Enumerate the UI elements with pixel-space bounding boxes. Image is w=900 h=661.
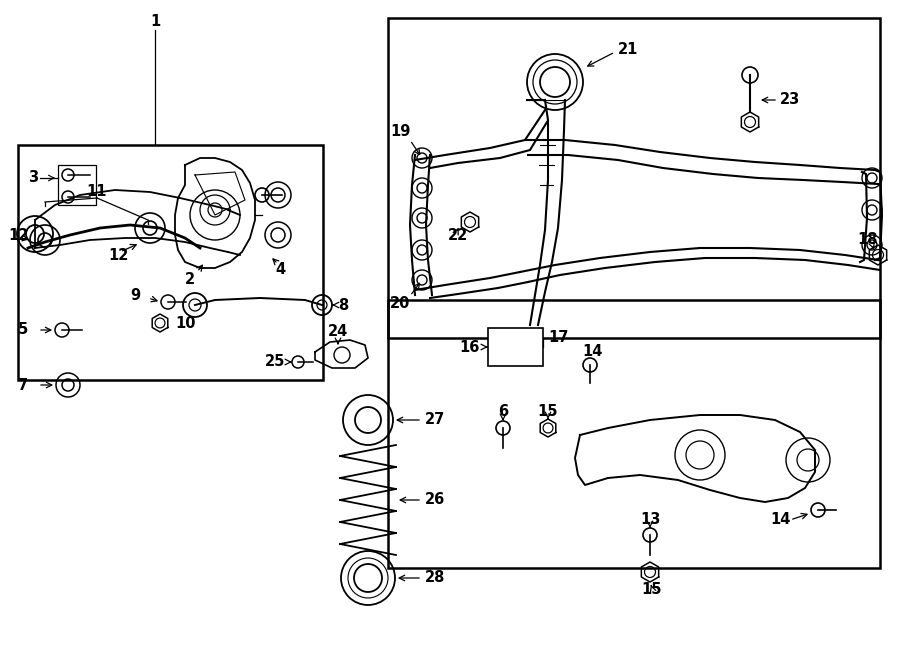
Text: 1: 1 (150, 15, 160, 30)
Text: 5: 5 (18, 323, 28, 338)
Text: 10: 10 (175, 315, 195, 330)
Text: 14: 14 (581, 344, 602, 360)
Text: 8: 8 (338, 297, 348, 313)
Text: 26: 26 (425, 492, 446, 508)
Text: 28: 28 (425, 570, 446, 586)
Text: 19: 19 (390, 124, 410, 139)
Text: 25: 25 (265, 354, 285, 369)
Text: 17: 17 (548, 330, 569, 346)
Polygon shape (175, 158, 255, 268)
Text: 4: 4 (274, 262, 285, 278)
Polygon shape (575, 415, 815, 502)
Text: 14: 14 (770, 512, 790, 527)
Polygon shape (315, 340, 368, 368)
Text: 12: 12 (8, 227, 28, 243)
Text: 21: 21 (618, 42, 638, 58)
Bar (388, 300, 880, 568)
Text: 20: 20 (390, 295, 410, 311)
Text: 13: 13 (640, 512, 661, 527)
Text: 7: 7 (18, 377, 28, 393)
Text: 3: 3 (28, 171, 38, 186)
Text: 18: 18 (858, 233, 878, 247)
Text: 11: 11 (86, 184, 107, 200)
Bar (488, 328, 543, 366)
Text: 15: 15 (642, 582, 662, 598)
Text: 2: 2 (184, 272, 195, 288)
Bar (18, 145, 323, 380)
Text: 15: 15 (538, 405, 558, 420)
Text: 6: 6 (498, 405, 508, 420)
Text: 22: 22 (448, 227, 468, 243)
Text: 9: 9 (130, 288, 140, 303)
Text: 12: 12 (108, 247, 128, 262)
Bar (388, 18, 880, 338)
Text: 24: 24 (328, 325, 348, 340)
Text: 27: 27 (425, 412, 446, 428)
Text: 23: 23 (780, 93, 800, 108)
Text: 16: 16 (460, 340, 480, 354)
Bar (58, 165, 96, 205)
